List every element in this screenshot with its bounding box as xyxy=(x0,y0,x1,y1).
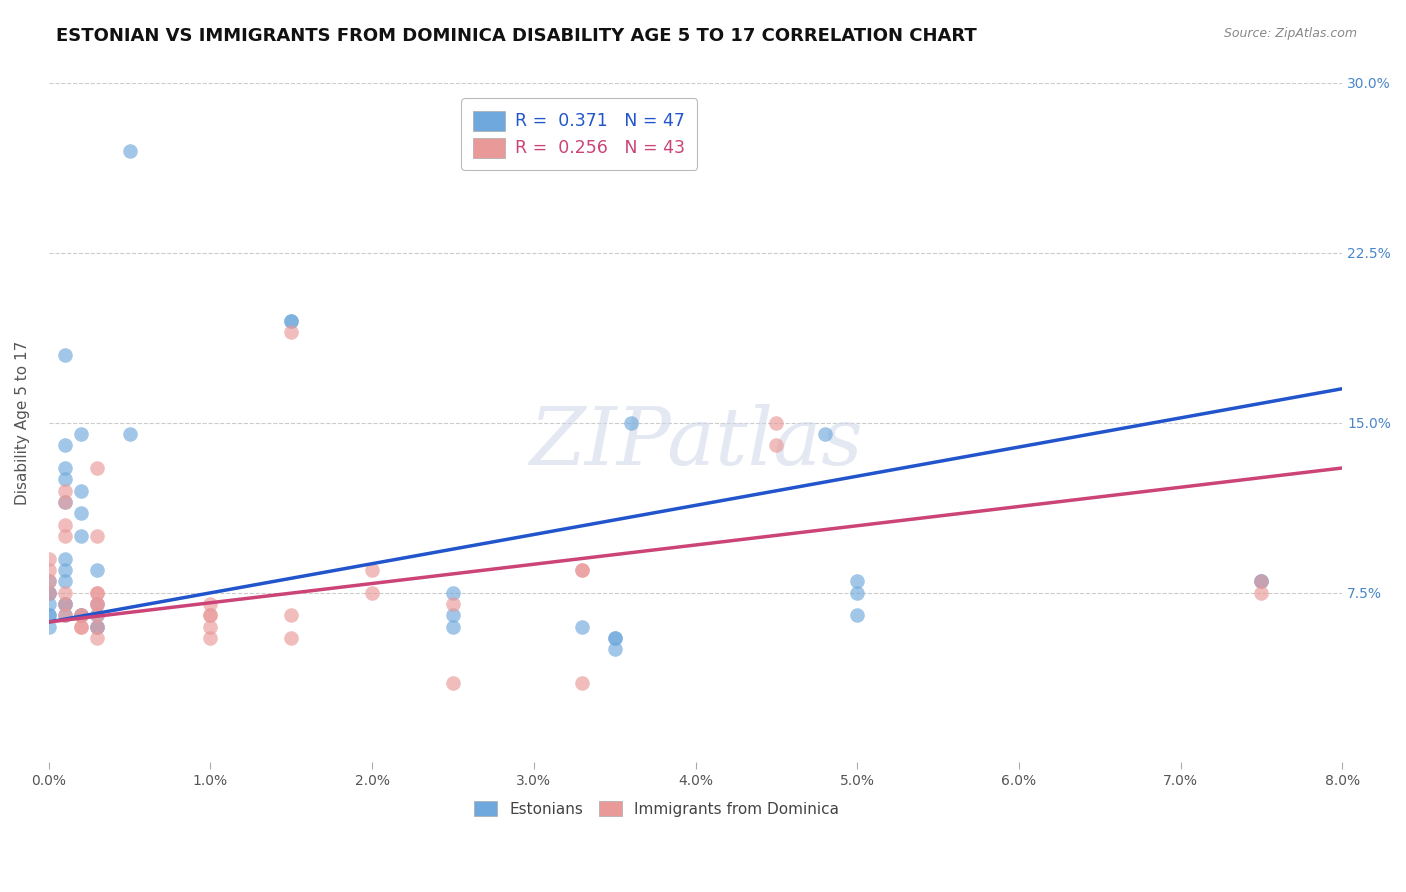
Point xyxy=(200,619,222,633)
Point xyxy=(53,517,76,532)
Point xyxy=(53,574,76,589)
Point xyxy=(38,585,60,599)
Point xyxy=(38,608,60,623)
Point xyxy=(765,416,787,430)
Point xyxy=(70,608,93,623)
Point xyxy=(70,608,93,623)
Point xyxy=(38,551,60,566)
Point xyxy=(70,529,93,543)
Point xyxy=(53,551,76,566)
Point xyxy=(86,608,108,623)
Y-axis label: Disability Age 5 to 17: Disability Age 5 to 17 xyxy=(15,341,30,505)
Point xyxy=(70,483,93,498)
Text: Source: ZipAtlas.com: Source: ZipAtlas.com xyxy=(1223,27,1357,40)
Point xyxy=(86,619,108,633)
Point xyxy=(86,563,108,577)
Point xyxy=(1250,574,1272,589)
Point xyxy=(765,438,787,452)
Point xyxy=(200,631,222,645)
Point xyxy=(1250,574,1272,589)
Point xyxy=(38,608,60,623)
Point xyxy=(53,563,76,577)
Point xyxy=(620,416,643,430)
Point xyxy=(53,438,76,452)
Point xyxy=(441,619,464,633)
Point xyxy=(38,574,60,589)
Point xyxy=(53,483,76,498)
Point xyxy=(38,619,60,633)
Point xyxy=(53,608,76,623)
Point xyxy=(86,461,108,475)
Point xyxy=(86,529,108,543)
Point xyxy=(86,597,108,611)
Point xyxy=(53,597,76,611)
Point xyxy=(280,314,302,328)
Point xyxy=(86,619,108,633)
Point xyxy=(118,144,141,158)
Point xyxy=(38,585,60,599)
Point xyxy=(53,597,76,611)
Point xyxy=(86,608,108,623)
Legend: Estonians, Immigrants from Dominica: Estonians, Immigrants from Dominica xyxy=(468,795,845,822)
Point xyxy=(53,472,76,486)
Point xyxy=(53,597,76,611)
Point xyxy=(571,563,593,577)
Point xyxy=(200,608,222,623)
Point xyxy=(361,585,384,599)
Point xyxy=(280,314,302,328)
Point xyxy=(53,585,76,599)
Point xyxy=(1250,585,1272,599)
Point xyxy=(571,676,593,690)
Point xyxy=(86,585,108,599)
Point xyxy=(846,608,869,623)
Point xyxy=(280,631,302,645)
Point xyxy=(38,574,60,589)
Point xyxy=(361,563,384,577)
Point xyxy=(86,585,108,599)
Point xyxy=(70,619,93,633)
Point xyxy=(38,585,60,599)
Point xyxy=(86,597,108,611)
Point xyxy=(53,529,76,543)
Point xyxy=(38,597,60,611)
Point xyxy=(70,506,93,520)
Point xyxy=(70,608,93,623)
Point xyxy=(118,427,141,442)
Point xyxy=(53,495,76,509)
Point xyxy=(441,608,464,623)
Point xyxy=(86,631,108,645)
Point xyxy=(200,608,222,623)
Point xyxy=(86,597,108,611)
Point xyxy=(38,563,60,577)
Point xyxy=(814,427,837,442)
Point xyxy=(280,608,302,623)
Point xyxy=(70,427,93,442)
Point xyxy=(603,631,626,645)
Point xyxy=(571,563,593,577)
Text: ESTONIAN VS IMMIGRANTS FROM DOMINICA DISABILITY AGE 5 TO 17 CORRELATION CHART: ESTONIAN VS IMMIGRANTS FROM DOMINICA DIS… xyxy=(56,27,977,45)
Point xyxy=(571,619,593,633)
Point xyxy=(280,325,302,339)
Point xyxy=(603,631,626,645)
Point xyxy=(846,574,869,589)
Point xyxy=(441,585,464,599)
Point xyxy=(70,619,93,633)
Point xyxy=(603,642,626,657)
Point xyxy=(53,348,76,362)
Text: ZIPatlas: ZIPatlas xyxy=(529,404,862,482)
Point xyxy=(86,619,108,633)
Point xyxy=(53,495,76,509)
Point xyxy=(441,676,464,690)
Point xyxy=(441,597,464,611)
Point xyxy=(846,585,869,599)
Point xyxy=(1250,574,1272,589)
Point xyxy=(200,597,222,611)
Point xyxy=(70,608,93,623)
Point xyxy=(53,461,76,475)
Point xyxy=(53,608,76,623)
